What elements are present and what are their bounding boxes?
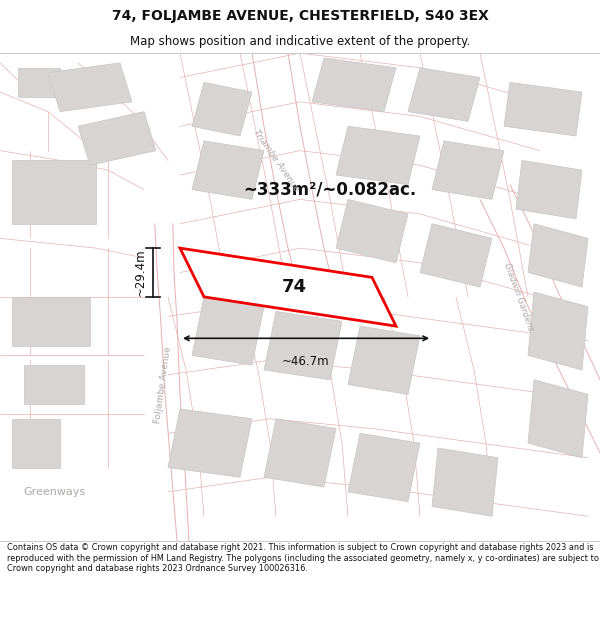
Polygon shape [48,63,132,112]
Polygon shape [264,419,336,487]
Text: ~46.7m: ~46.7m [282,356,330,368]
Polygon shape [420,224,492,287]
Polygon shape [348,433,420,502]
Polygon shape [432,141,504,199]
Polygon shape [12,161,96,224]
Text: ~333m²/~0.082ac.: ~333m²/~0.082ac. [244,181,416,199]
Text: ~29.4m: ~29.4m [133,249,146,296]
Text: Contains OS data © Crown copyright and database right 2021. This information is : Contains OS data © Crown copyright and d… [7,543,599,573]
Polygon shape [192,141,264,199]
Text: Triambe Avenue: Triambe Avenue [251,127,301,193]
Polygon shape [18,68,60,97]
Polygon shape [24,365,84,404]
Polygon shape [192,82,252,136]
Polygon shape [12,297,90,346]
Polygon shape [504,82,582,136]
Polygon shape [78,112,156,165]
Polygon shape [264,311,342,380]
Text: Greenways: Greenways [23,487,85,497]
Polygon shape [348,326,420,394]
Polygon shape [312,58,396,112]
Polygon shape [432,448,498,516]
Text: Map shows position and indicative extent of the property.: Map shows position and indicative extent… [130,35,470,48]
Polygon shape [12,419,60,468]
Polygon shape [192,297,264,365]
Polygon shape [528,224,588,287]
Text: Gladwin Gardens: Gladwin Gardens [503,262,535,332]
Polygon shape [516,161,582,219]
Polygon shape [528,292,588,370]
Polygon shape [408,68,480,121]
Text: 74, FOLJAMBE AVENUE, CHESTERFIELD, S40 3EX: 74, FOLJAMBE AVENUE, CHESTERFIELD, S40 3… [112,9,488,23]
Text: 74: 74 [281,278,307,296]
Polygon shape [180,248,396,326]
Polygon shape [336,199,408,262]
Polygon shape [528,380,588,458]
Polygon shape [168,409,252,478]
Polygon shape [336,126,420,185]
Text: Foljambe Avenue: Foljambe Avenue [154,346,173,424]
